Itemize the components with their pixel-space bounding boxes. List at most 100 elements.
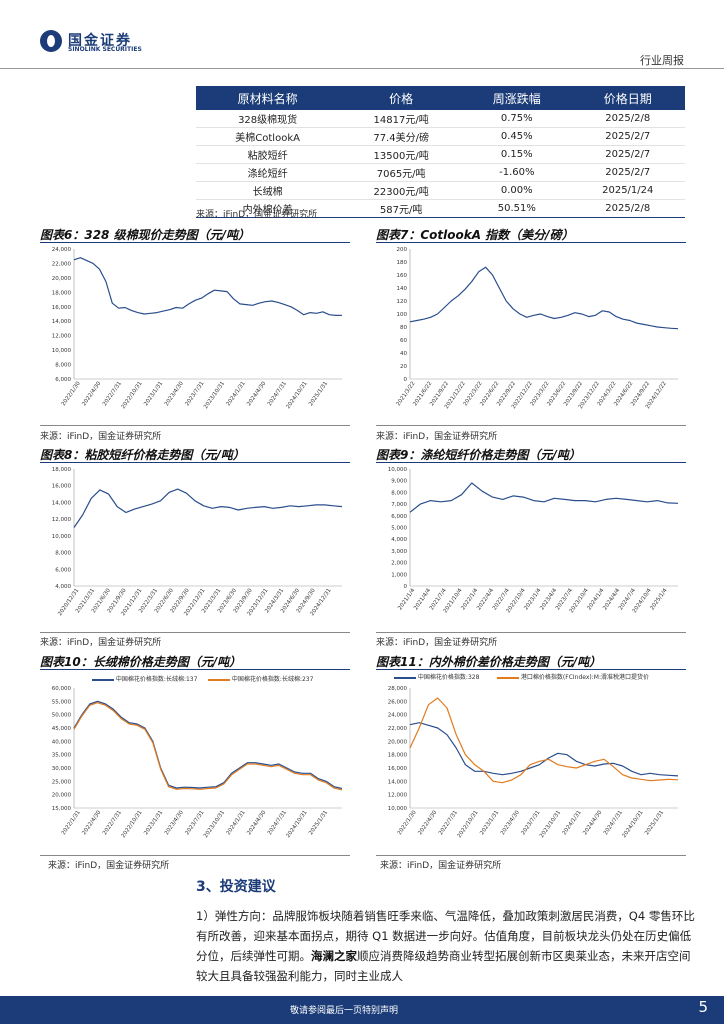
chart-8-source: 来源：iFinD，国金证券研究所 bbox=[40, 638, 162, 648]
y-tick-label: 8,000 bbox=[391, 490, 407, 496]
y-tick-label: 22,000 bbox=[52, 261, 72, 267]
x-tick-label: 2022/4/30 bbox=[417, 809, 438, 836]
y-tick-label: 6,000 bbox=[55, 377, 71, 383]
chart-6-source: 来源：iFinD，国金证券研究所 bbox=[40, 432, 162, 442]
y-tick-label: 26,000 bbox=[388, 699, 408, 705]
chart-11-legend-1: 中国棉花价格指数:328 bbox=[394, 672, 479, 681]
y-tick-label: 18,000 bbox=[52, 467, 72, 473]
table-header-cell: 原材料名称 bbox=[196, 86, 340, 110]
x-tick-label: 2023/7/31 bbox=[184, 381, 205, 408]
y-tick-label: 6,000 bbox=[391, 514, 407, 520]
logo-text: 国金证券 bbox=[68, 33, 132, 49]
chart-7-title: 图表7：CotlookA 指数（美分/磅） bbox=[376, 228, 574, 242]
x-tick-label: 2022/1/31 bbox=[61, 810, 82, 837]
x-tick-label: 2022/7/31 bbox=[438, 810, 459, 837]
table-header-cell: 价格 bbox=[339, 86, 464, 110]
chart-9-rule bbox=[376, 462, 686, 463]
chart-9: 10,000 9,000 8,000 7,000 6,000 5,000 4,000 3,00… bbox=[388, 467, 679, 614]
legend-label: 中国棉花价格指数:长绒棉:137 bbox=[115, 676, 198, 683]
table-row: 328级棉现货 14817元/吨 0.75% 2025/2/8 bbox=[196, 110, 685, 128]
table-row: 涤纶短纤 7065元/吨 -1.60% 2025/2/7 bbox=[196, 163, 685, 182]
paragraph-text: 顺应消费降级趋势商业转型拓展创新市区奥莱业态，未来开店空间较大且具备较强盈利能力… bbox=[196, 949, 691, 983]
chart-11-source: 来源：iFinD，国金证券研究所 bbox=[380, 861, 502, 871]
table-cell: 粘胶短纤 bbox=[196, 145, 340, 164]
x-tick-label: 2023/10/31 bbox=[203, 810, 226, 839]
series-line bbox=[73, 700, 343, 790]
chart-11-title: 图表11：内外棉价差价格走势图（元/吨） bbox=[376, 655, 602, 669]
table-cell: 587元/吨 bbox=[339, 199, 464, 218]
chart-9-bottom-rule bbox=[376, 632, 686, 633]
series-line bbox=[73, 257, 343, 317]
table-cell: 2025/2/8 bbox=[570, 110, 685, 128]
y-tick-label: 12,000 bbox=[388, 793, 408, 799]
chart-8-bottom-rule bbox=[40, 632, 350, 633]
table-row: 内外棉价差 587元/吨 50.51% 2025/2/8 bbox=[196, 199, 685, 218]
x-tick-label: 2023/10/31 bbox=[203, 381, 226, 410]
table-cell: 0.45% bbox=[463, 127, 571, 146]
y-tick-label: 8,000 bbox=[55, 363, 71, 369]
y-tick-label: 50,000 bbox=[52, 713, 72, 719]
x-tick-label: 2024/10/31 bbox=[285, 810, 308, 839]
x-tick-label: 2024/7/31 bbox=[267, 810, 288, 837]
x-tick-label: 2023/4/30 bbox=[164, 380, 185, 407]
legend-label: 港口棉价格指数(FCIndex):M:滑准税港口提货价 bbox=[520, 674, 649, 681]
y-tick-label: 14,000 bbox=[52, 500, 72, 506]
logo-icon bbox=[40, 30, 62, 52]
x-tick-label: 2022/10/31 bbox=[457, 810, 480, 839]
x-tick-label: 2025/1/31 bbox=[644, 810, 665, 837]
company-name: 海澜之家 bbox=[311, 949, 357, 963]
table-cell: 2025/2/7 bbox=[570, 145, 685, 164]
x-tick-label: 2023/1/31 bbox=[143, 381, 164, 408]
x-tick-label: 2022/10/31 bbox=[121, 810, 144, 839]
y-tick-label: 55,000 bbox=[52, 699, 72, 705]
y-tick-label: 4,000 bbox=[391, 537, 407, 543]
y-tick-label: 10,000 bbox=[388, 467, 408, 473]
x-tick-label: 2022/7/31 bbox=[102, 810, 123, 837]
footer-disclaimer: 敬请参阅最后一页特别声明 bbox=[290, 1006, 399, 1016]
table-cell: 7065元/吨 bbox=[339, 163, 464, 182]
header-divider bbox=[0, 68, 724, 69]
x-tick-label: 2024/7/31 bbox=[267, 381, 288, 408]
table-source: 来源：iFinD，国金证券研究所 bbox=[196, 210, 318, 220]
x-tick-label: 2024/7/31 bbox=[603, 810, 624, 837]
x-tick-label: 2022/4/30 bbox=[81, 380, 102, 407]
y-tick-label: 120 bbox=[397, 299, 408, 305]
series-line bbox=[409, 482, 679, 513]
table-header-cell: 周涨跌幅 bbox=[463, 86, 571, 110]
y-tick-label: 5,000 bbox=[391, 526, 407, 532]
raw-material-table: 原材料名称 价格 周涨跌幅 价格日期 328级棉现货 14817元/吨 0.75% 2… bbox=[196, 86, 685, 218]
y-tick-label: 140 bbox=[397, 286, 408, 292]
y-tick-label: 3,000 bbox=[391, 549, 407, 555]
table-cell: 22300元/吨 bbox=[339, 181, 464, 200]
y-tick-label: 45,000 bbox=[52, 726, 72, 732]
chart-10-bottom-rule bbox=[40, 855, 350, 856]
table-row: 美棉CotlookA 77.4美分/磅 0.45% 2025/2/7 bbox=[196, 127, 685, 146]
y-tick-label: 22,000 bbox=[388, 726, 408, 732]
chart-6-bottom-rule bbox=[40, 425, 350, 426]
y-tick-label: 28,000 bbox=[388, 686, 408, 692]
table-header-row: 原材料名称 价格 周涨跌幅 价格日期 bbox=[196, 86, 685, 110]
x-tick-label: 2022/10/31 bbox=[121, 381, 144, 410]
table-cell: 77.4美分/磅 bbox=[339, 127, 464, 146]
table-cell: 2025/2/8 bbox=[570, 199, 685, 218]
y-tick-label: 7,000 bbox=[391, 502, 407, 508]
section-title: 3、投资建议 bbox=[196, 879, 276, 895]
x-tick-label: 2024/1/31 bbox=[562, 810, 583, 837]
y-tick-label: 100 bbox=[397, 312, 408, 318]
y-tick-label: 2,000 bbox=[391, 561, 407, 567]
y-tick-label: 30,000 bbox=[52, 766, 72, 772]
chart-7-source: 来源：iFinD，国金证券研究所 bbox=[376, 432, 498, 442]
x-tick-label: 2024/10/31 bbox=[621, 810, 644, 839]
series-line bbox=[73, 488, 343, 528]
y-tick-label: 10,000 bbox=[52, 348, 72, 354]
chart-6-rule bbox=[40, 242, 350, 243]
x-tick-label: 2023/4/30 bbox=[164, 809, 185, 836]
legend-swatch bbox=[394, 676, 416, 679]
y-tick-label: 14,000 bbox=[52, 319, 72, 325]
x-tick-label: 2025/1/31 bbox=[308, 381, 329, 408]
table-cell: 美棉CotlookA bbox=[196, 127, 340, 146]
chart-10-legend-1: 中国棉花价格指数:长绒棉:137 bbox=[92, 674, 197, 683]
table-cell: 2025/2/7 bbox=[570, 127, 685, 146]
body-paragraph: 1）弹性方向：品牌服饰板块随着销售旺季来临、气温降低，叠加政策刺激居民消费，Q4… bbox=[196, 906, 696, 986]
chart-10: 60,000 55,000 50,000 45,000 40,000 35,000 30,0… bbox=[52, 686, 343, 839]
